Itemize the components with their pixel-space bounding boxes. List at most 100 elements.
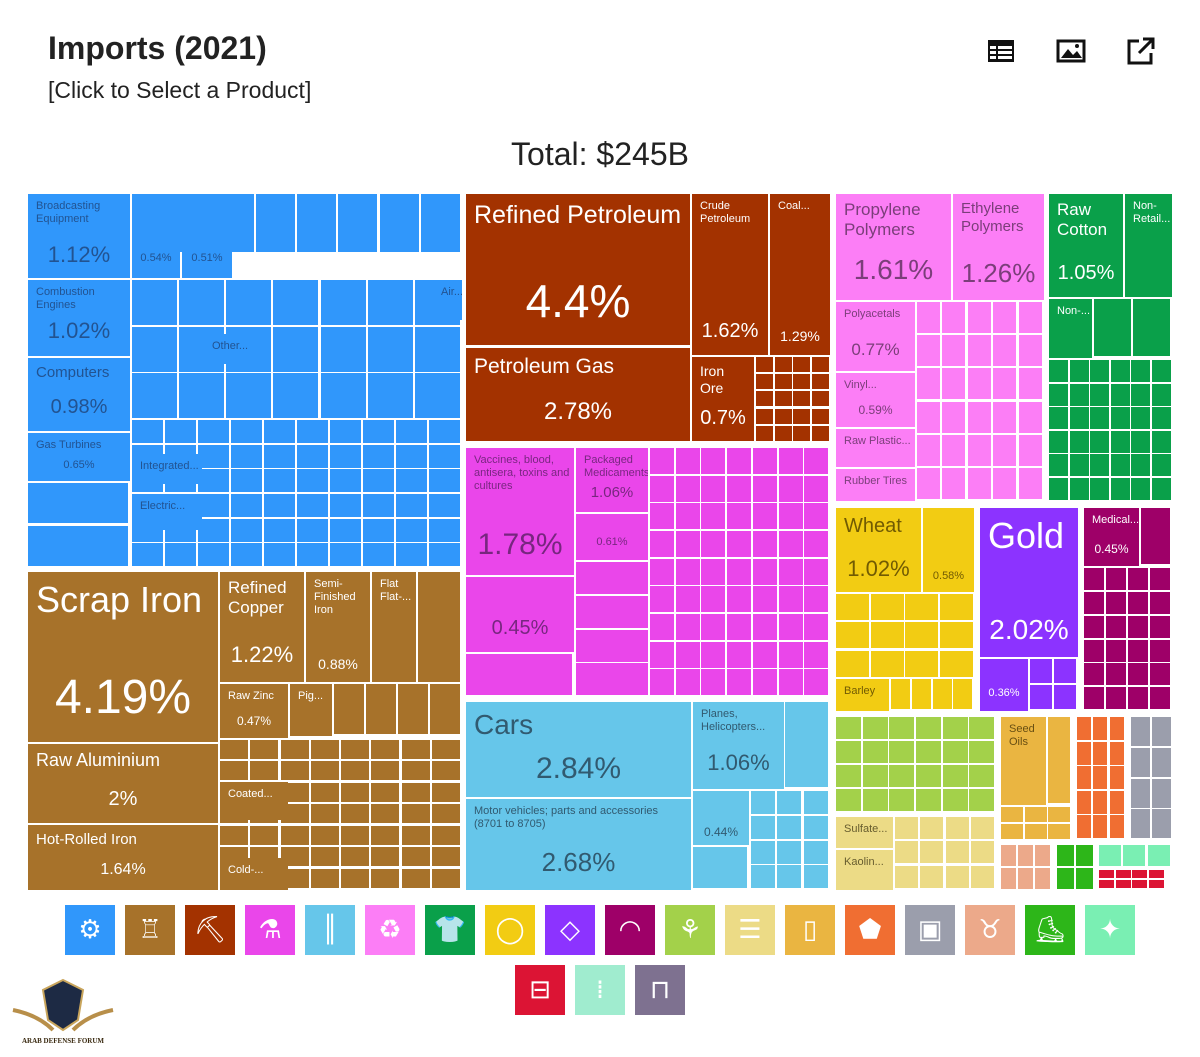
product-tile[interactable]: [804, 559, 828, 585]
product-tile[interactable]: [920, 866, 943, 888]
product-tile[interactable]: [330, 420, 361, 443]
product-tile[interactable]: [701, 448, 725, 474]
product-tile[interactable]: Packaged Medicaments 1.06%: [576, 448, 648, 512]
product-tile[interactable]: Flat Flat-...: [372, 572, 416, 682]
product-tile[interactable]: [429, 469, 460, 492]
product-tile[interactable]: [1099, 870, 1114, 878]
product-tile[interactable]: [1110, 742, 1124, 765]
product-tile[interactable]: [1131, 478, 1150, 500]
product-tile[interactable]: [1128, 687, 1148, 709]
product-tile[interactable]: [402, 783, 430, 802]
product-tile[interactable]: [1131, 431, 1150, 453]
product-tile[interactable]: [363, 445, 394, 468]
legend-diamond-button[interactable]: ◇: [545, 905, 595, 955]
product-tile[interactable]: [165, 420, 196, 443]
product-tile[interactable]: Barley: [836, 679, 889, 711]
product-tile[interactable]: [836, 741, 861, 763]
product-tile[interactable]: [198, 469, 229, 492]
product-tile[interactable]: [969, 741, 994, 763]
product-tile[interactable]: [942, 368, 965, 399]
product-tile[interactable]: [198, 445, 229, 468]
product-tile[interactable]: [1077, 815, 1091, 838]
product-tile[interactable]: [1001, 824, 1023, 839]
product-tile[interactable]: [863, 717, 888, 739]
product-tile[interactable]: [1001, 845, 1016, 866]
product-tile[interactable]: [727, 614, 751, 640]
product-tile[interactable]: [753, 559, 777, 585]
product-tile[interactable]: [1018, 845, 1033, 866]
external-link-icon[interactable]: [1126, 36, 1156, 66]
product-tile[interactable]: [1152, 454, 1171, 476]
product-tile[interactable]: Kaolin...: [836, 850, 893, 890]
product-tile[interactable]: [993, 435, 1016, 466]
product-tile[interactable]: [917, 402, 940, 433]
product-tile[interactable]: [1133, 299, 1170, 356]
product-tile[interactable]: Broadcasting Equipment 1.12%: [28, 194, 130, 278]
product-tile[interactable]: [264, 519, 295, 542]
product-tile[interactable]: [1070, 454, 1089, 476]
product-tile[interactable]: 0.61%: [576, 514, 648, 560]
product-tile[interactable]: [1099, 880, 1114, 888]
product-tile[interactable]: [756, 374, 773, 389]
product-tile[interactable]: [1049, 360, 1068, 382]
legend-pickaxe-button[interactable]: ⛏: [185, 905, 235, 955]
product-tile[interactable]: [1084, 592, 1104, 614]
product-tile[interactable]: [576, 562, 648, 594]
product-tile[interactable]: [804, 669, 828, 695]
product-tile[interactable]: [804, 614, 828, 640]
product-tile[interactable]: Hot-Rolled Iron 1.64%: [28, 825, 218, 890]
product-tile[interactable]: [779, 614, 803, 640]
product-tile[interactable]: [1048, 807, 1070, 822]
product-tile[interactable]: Coal... 1.29%: [770, 194, 830, 355]
product-tile[interactable]: [429, 494, 460, 517]
product-tile[interactable]: [402, 804, 430, 823]
product-tile[interactable]: Refined Copper 1.22%: [220, 572, 304, 682]
product-tile[interactable]: [132, 280, 177, 325]
product-tile[interactable]: [804, 841, 828, 864]
product-tile[interactable]: [1084, 663, 1104, 685]
product-tile[interactable]: [1049, 454, 1068, 476]
product-tile[interactable]: [650, 503, 674, 529]
product-tile[interactable]: [1116, 880, 1131, 888]
product-tile[interactable]: [917, 368, 940, 399]
product-tile[interactable]: [429, 519, 460, 542]
product-tile[interactable]: [1077, 791, 1091, 814]
product-tile[interactable]: [1131, 779, 1150, 808]
product-tile[interactable]: [220, 740, 248, 759]
product-tile[interactable]: [1152, 748, 1171, 777]
product-tile[interactable]: [953, 679, 972, 709]
product-tile[interactable]: [297, 519, 328, 542]
product-tile[interactable]: [1131, 384, 1150, 406]
product-tile[interactable]: [371, 804, 399, 823]
product-tile[interactable]: [727, 586, 751, 612]
product-tile[interactable]: [250, 761, 278, 780]
product-tile[interactable]: [198, 420, 229, 443]
product-tile[interactable]: [942, 402, 965, 433]
product-tile[interactable]: [993, 335, 1016, 366]
product-tile[interactable]: [804, 816, 828, 839]
product-tile[interactable]: [676, 476, 700, 502]
product-tile[interactable]: [775, 426, 792, 441]
product-tile[interactable]: [1106, 616, 1126, 638]
product-tile[interactable]: [676, 448, 700, 474]
product-tile[interactable]: [1025, 824, 1047, 839]
product-tile[interactable]: [1149, 880, 1164, 888]
product-tile[interactable]: [779, 559, 803, 585]
product-tile[interactable]: [1152, 809, 1171, 838]
product-tile[interactable]: [676, 642, 700, 668]
product-tile[interactable]: [756, 391, 773, 406]
product-tile[interactable]: [1090, 431, 1109, 453]
product-tile[interactable]: Propylene Polymers 1.61%: [836, 194, 951, 300]
product-tile[interactable]: [1070, 431, 1089, 453]
product-tile[interactable]: [179, 280, 224, 325]
product-tile[interactable]: Iron Ore 0.7%: [692, 357, 754, 441]
product-tile[interactable]: [1093, 766, 1107, 789]
product-tile[interactable]: [363, 469, 394, 492]
product-tile[interactable]: Pig...: [290, 684, 332, 736]
product-tile[interactable]: [1084, 640, 1104, 662]
product-tile[interactable]: [785, 702, 828, 787]
product-tile[interactable]: 0.58%: [923, 508, 974, 592]
product-tile[interactable]: [250, 740, 278, 759]
product-tile[interactable]: [871, 594, 904, 620]
product-tile[interactable]: [1035, 868, 1050, 889]
